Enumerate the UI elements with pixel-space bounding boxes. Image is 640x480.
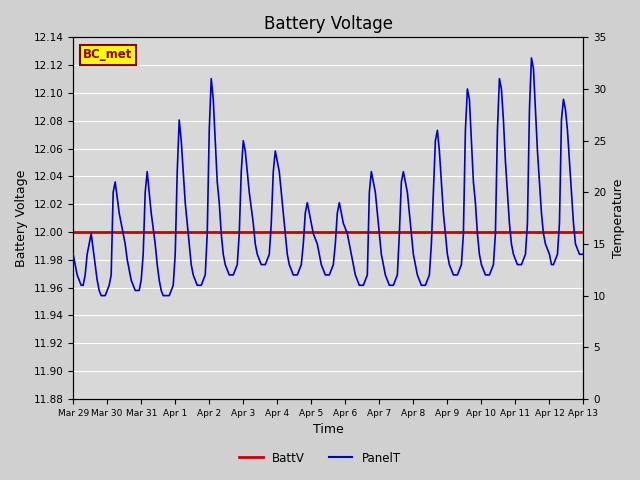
Text: BC_met: BC_met [83,48,132,61]
X-axis label: Time: Time [313,423,344,436]
Title: Battery Voltage: Battery Voltage [264,15,393,33]
Legend: BattV, PanelT: BattV, PanelT [234,447,406,469]
Y-axis label: Battery Voltage: Battery Voltage [15,169,28,267]
Y-axis label: Temperature: Temperature [612,179,625,258]
